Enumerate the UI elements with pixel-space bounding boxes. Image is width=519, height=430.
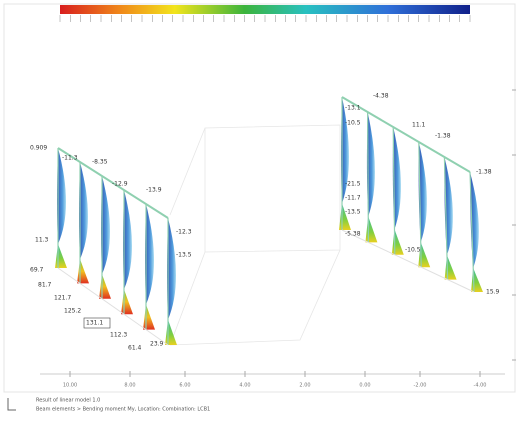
moment-label: -4.38 bbox=[373, 93, 389, 100]
moment-label: -13.1 bbox=[345, 105, 361, 112]
moment-label: -13.5 bbox=[176, 252, 192, 259]
moment-label: -12.9 bbox=[112, 181, 128, 188]
moment-label: -13.5 bbox=[345, 209, 361, 216]
moment-label: 131.1 bbox=[86, 320, 103, 327]
status-bar: Result of linear model 1.0 Beam elements… bbox=[8, 398, 210, 413]
moment-label: -11.7 bbox=[345, 195, 361, 202]
base-moment bbox=[339, 203, 351, 230]
moment-label: 121.7 bbox=[54, 295, 71, 302]
moment-label: 81.7 bbox=[38, 282, 52, 289]
status-line: Result of linear model 1.0 bbox=[36, 398, 100, 404]
moment-label: 23.9 bbox=[150, 341, 164, 348]
color-bar-ticks bbox=[60, 15, 470, 22]
result-labels: 0.909 -11.3 -8.35 -12.9 -13.9 -12.3 -13.5 11.3 6… bbox=[30, 93, 500, 352]
moment-label: 11.3 bbox=[35, 237, 49, 244]
moment-label: 69.7 bbox=[30, 267, 44, 274]
moment-label: 0.909 bbox=[30, 145, 47, 152]
frames bbox=[55, 97, 483, 345]
moment-label: -10.5 bbox=[405, 247, 421, 254]
base-moment bbox=[121, 289, 133, 314]
viewport: 0.909 -11.3 -8.35 -12.9 -13.9 -12.3 -13.5 11.3 6… bbox=[0, 0, 519, 430]
axis-tick-label: -4.00 bbox=[474, 383, 487, 389]
base-moment bbox=[77, 259, 89, 283]
base-moment bbox=[392, 229, 404, 255]
moment-label: -12.3 bbox=[176, 229, 192, 236]
moment-label: -10.5 bbox=[345, 120, 361, 127]
moment-label: 11.1 bbox=[412, 122, 426, 129]
color-bar bbox=[60, 5, 470, 14]
axis-tick-label: 10.00 bbox=[63, 383, 77, 389]
ground bbox=[342, 230, 474, 292]
moment-label: -5.38 bbox=[345, 231, 361, 238]
base-moment bbox=[55, 244, 67, 268]
axis-tick-label: 8.00 bbox=[124, 383, 135, 389]
beam bbox=[342, 97, 470, 172]
moment-label: -21.5 bbox=[345, 181, 361, 188]
bounding-box bbox=[170, 125, 340, 345]
axis-tick-label: 0.00 bbox=[359, 383, 370, 389]
model-view: 0.909 -11.3 -8.35 -12.9 -13.9 -12.3 -13.5 11.3 6… bbox=[0, 0, 519, 430]
status-line: Beam elements > Bending moment My, Locat… bbox=[36, 407, 210, 413]
axis-tick-label: 4.00 bbox=[239, 383, 250, 389]
moment-label: -1.38 bbox=[435, 133, 451, 140]
axis-tick-label: -2.00 bbox=[414, 383, 427, 389]
moment-label: -11.3 bbox=[62, 155, 78, 162]
base-moment bbox=[445, 255, 457, 280]
moment-label: -1.38 bbox=[476, 169, 492, 176]
base-moment bbox=[143, 304, 155, 329]
moment-label: 125.2 bbox=[64, 308, 81, 315]
moment-label: -13.9 bbox=[146, 187, 162, 194]
moment-label: -8.35 bbox=[92, 159, 108, 166]
moment-label: 61.4 bbox=[128, 345, 142, 352]
base-moment bbox=[99, 274, 111, 299]
axis-tick-label: 6.00 bbox=[179, 383, 190, 389]
moment-label: 112.3 bbox=[110, 332, 127, 339]
moment-label: 15.9 bbox=[486, 289, 500, 296]
column bbox=[368, 112, 369, 242]
axis-tick-label: 2.00 bbox=[299, 383, 310, 389]
base-moment bbox=[365, 216, 377, 242]
